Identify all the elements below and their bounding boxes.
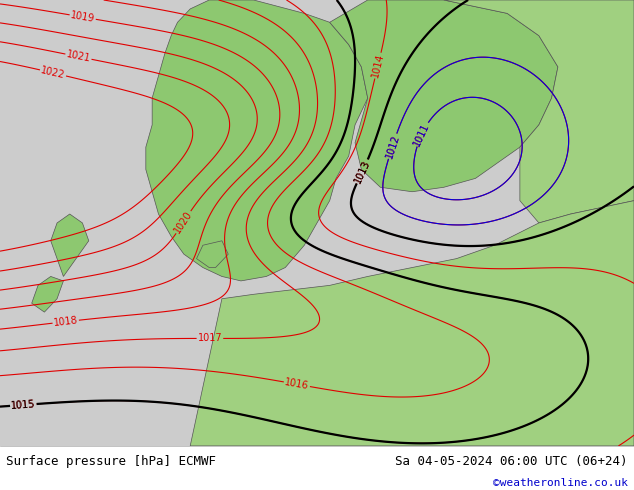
Text: 1018: 1018 — [53, 316, 79, 328]
Polygon shape — [190, 201, 634, 446]
Text: 1015: 1015 — [11, 399, 36, 411]
Text: 1017: 1017 — [198, 333, 223, 343]
FancyBboxPatch shape — [0, 0, 634, 446]
Text: 1013: 1013 — [353, 158, 372, 185]
Text: 1015: 1015 — [11, 399, 36, 411]
Text: 1012: 1012 — [384, 133, 401, 159]
Polygon shape — [444, 0, 634, 223]
Text: 1012: 1012 — [384, 133, 401, 159]
Text: 1022: 1022 — [40, 65, 66, 80]
Text: 1019: 1019 — [70, 10, 96, 24]
Polygon shape — [197, 241, 228, 268]
Polygon shape — [32, 276, 63, 312]
Text: Sa 04-05-2024 06:00 UTC (06+24): Sa 04-05-2024 06:00 UTC (06+24) — [395, 455, 628, 468]
Text: 1014: 1014 — [370, 52, 385, 79]
Text: Surface pressure [hPa] ECMWF: Surface pressure [hPa] ECMWF — [6, 455, 216, 468]
Text: 1021: 1021 — [65, 49, 91, 64]
FancyBboxPatch shape — [0, 446, 634, 490]
Text: 1011: 1011 — [412, 121, 432, 147]
Polygon shape — [146, 0, 368, 281]
Text: 1016: 1016 — [284, 377, 310, 392]
Text: 1011: 1011 — [412, 121, 432, 147]
Text: ©weatheronline.co.uk: ©weatheronline.co.uk — [493, 478, 628, 489]
Polygon shape — [51, 214, 89, 276]
Text: 1013: 1013 — [353, 158, 372, 185]
Polygon shape — [330, 0, 558, 192]
Text: 1020: 1020 — [172, 209, 195, 235]
